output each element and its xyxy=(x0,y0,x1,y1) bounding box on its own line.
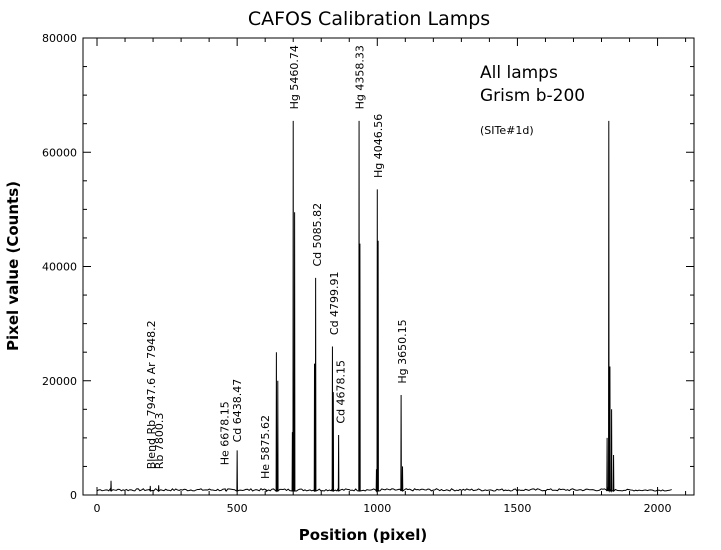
x-tick-label-2: 1000 xyxy=(363,502,391,515)
note-detector: (SITe#1d) xyxy=(480,124,534,137)
y-tick-label-2: 40000 xyxy=(42,261,77,274)
peak-label-5: Hg 5460.74 xyxy=(288,45,301,109)
x-axis-label: Position (pixel) xyxy=(299,526,427,544)
plot-frame xyxy=(82,37,695,496)
plot-notes: All lamps Grism b-200 (SITe#1d) xyxy=(480,63,585,137)
x-tick-label-1: 500 xyxy=(227,502,248,515)
y-tick-label-0: 0 xyxy=(70,489,77,502)
peak-label-10: Hg 4046.56 xyxy=(372,114,385,178)
x-tick-label-0: 0 xyxy=(94,502,101,515)
spectrum-series xyxy=(96,120,672,493)
peak-label-1: Rb 7800.3 xyxy=(153,413,166,470)
peak-label-3: Cd 6438.47 xyxy=(231,379,244,443)
note-all-lamps: All lamps xyxy=(480,63,558,83)
peak-label-11: Hg 3650.15 xyxy=(396,319,409,383)
y-tick-label-4: 80000 xyxy=(42,32,77,45)
peak-labels: Blend Rb 7947.6 Ar 7948.2Rb 7800.3 He 667… xyxy=(145,45,409,479)
note-grism: Grism b-200 xyxy=(480,86,585,106)
peak-label-6: Cd 5085.82 xyxy=(311,203,324,267)
peak-label-2: He 6678.15 xyxy=(219,401,232,465)
spectrum-line xyxy=(96,120,672,493)
peak-label-4: He 5875.62 xyxy=(259,415,272,479)
x-tick-label-3: 1500 xyxy=(503,502,531,515)
y-axis-label: Pixel value (Counts) xyxy=(4,181,22,351)
peak-label-8: Cd 4678.15 xyxy=(334,360,347,424)
x-tick-label-4: 2000 xyxy=(644,502,672,515)
chart-title: CAFOS Calibration Lamps xyxy=(248,8,490,30)
y-tick-label-3: 60000 xyxy=(42,146,77,159)
y-tick-label-1: 20000 xyxy=(42,375,77,388)
peak-label-9: Hg 4358.33 xyxy=(354,45,367,109)
peak-label-7: Cd 4799.91 xyxy=(328,271,341,335)
peak-label-0: Blend Rb 7947.6 Ar 7948.2 xyxy=(145,320,158,469)
